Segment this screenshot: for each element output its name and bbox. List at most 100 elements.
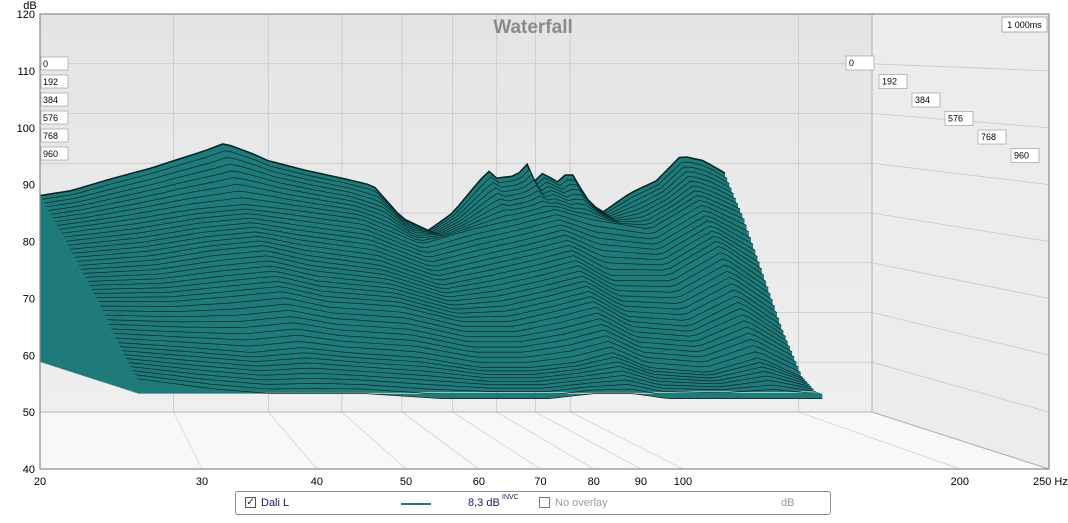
x-tick-label: 20 [34, 476, 46, 488]
waterfall-slice-line [107, 316, 793, 353]
trace-name[interactable]: Dali L [261, 497, 290, 509]
y-tick-label: 110 [17, 66, 35, 78]
y-tick-label: 50 [23, 407, 35, 419]
unit-label: dB [781, 497, 795, 509]
legend-bar: ✓ Dali L 8,3 dB INVC No overlay dB [235, 491, 831, 515]
waterfall-slice-fill [137, 378, 823, 399]
y-tick-label: 120 [17, 9, 35, 21]
time-axis-box [1001, 16, 1048, 33]
time-tag-left-box [40, 92, 69, 107]
waterfall-slice-line [48, 170, 734, 234]
grid-line-y-side [871, 162, 1050, 186]
trace-line-swatch [401, 503, 431, 505]
waterfall-slice-line [83, 255, 769, 294]
waterfall-slice-line [74, 235, 760, 276]
waterfall-slice-line [52, 183, 739, 236]
waterfall-slice-line [130, 366, 816, 392]
waterfall-slice-line [119, 346, 806, 381]
waterfall-slice-line [44, 157, 730, 233]
x-tick-label: 60 [473, 476, 485, 488]
y-tick-label: 90 [23, 180, 35, 192]
waterfall-slice-line [113, 333, 799, 368]
waterfall-slice-line [40, 143, 726, 232]
time-axis-label: 1 000ms [1007, 20, 1042, 30]
time-tag-left: 384 [43, 95, 58, 105]
grid-line-y-side [871, 262, 1050, 299]
time-tag-right: 960 [1014, 151, 1029, 161]
x-tick-label: 50 [400, 476, 412, 488]
grid-line-x-floor [173, 411, 203, 470]
time-tag-right-box [878, 74, 908, 89]
waterfall-slice-line [122, 350, 808, 383]
y-axis-unit: dB [23, 0, 36, 12]
grid-line-y-side [871, 312, 1050, 356]
grid-line-x-floor [401, 411, 480, 470]
time-tag-right-box [845, 55, 875, 71]
overlay-checkbox[interactable] [539, 497, 550, 508]
side-wall [872, 14, 1049, 469]
y-tick-label: 100 [17, 123, 35, 135]
waterfall-slice-line [61, 205, 747, 249]
grid-line-x-floor [341, 411, 407, 470]
grid-line-x-floor [798, 411, 960, 470]
y-tick-label: 40 [23, 464, 35, 476]
overlay-label[interactable]: No overlay [555, 497, 608, 509]
grid-line-x-floor [452, 411, 541, 470]
plot-border [39, 13, 1050, 470]
time-tag-left: 768 [43, 131, 58, 141]
waterfall-slice-line [76, 240, 762, 281]
grid-line-x-floor [268, 411, 318, 470]
waterfall-slice-line [89, 270, 775, 307]
x-tick-label: 250 Hz [1033, 476, 1068, 488]
waterfall-slice-line [50, 177, 736, 235]
waterfall-slice-line [68, 220, 754, 262]
time-tag-right: 384 [915, 95, 930, 105]
grid-line-y-side [871, 63, 1050, 72]
waterfall-slice-line [100, 297, 786, 337]
grid-line-y-side [871, 361, 1050, 413]
time-tag-left-box [40, 56, 69, 71]
waterfall-slice-line [102, 303, 788, 342]
x-tick-label: 80 [588, 476, 600, 488]
waterfall-slice-line [115, 337, 801, 373]
waterfall-slice-line [124, 354, 810, 385]
y-tick-label: 60 [23, 350, 35, 362]
time-tag-left-box [40, 110, 69, 125]
waterfall-slice-line [96, 286, 782, 326]
waterfall-slice-line [132, 370, 819, 395]
waterfall-slice-line [111, 328, 797, 363]
time-tag-right-box [1010, 148, 1040, 163]
time-tag-left: 960 [43, 149, 58, 159]
x-tick-label: 200 [951, 476, 969, 488]
waterfall-slice-line [57, 195, 743, 241]
y-tick-label: 70 [23, 293, 35, 305]
waterfall-slice-line [55, 190, 741, 239]
waterfall-slice-line [94, 281, 780, 320]
time-tag-right: 192 [882, 77, 897, 87]
time-tag-left-box [40, 74, 69, 89]
x-tick-label: 100 [674, 476, 692, 488]
smoothing-value: 8,3 dB [468, 497, 500, 509]
waterfall-slice-line [137, 378, 823, 399]
waterfall-slice-line [117, 342, 804, 378]
time-tag-left: 0 [43, 59, 48, 69]
time-tag-left-box [40, 128, 69, 143]
axis-ticks: 40 50 60 70 80 90 100 110 120 20 30 40 50 60 70 80 90 100… [17, 9, 1068, 488]
x-tick-label: 90 [635, 476, 647, 488]
trace-checkbox[interactable]: ✓ [245, 497, 256, 508]
time-tag-right-box [944, 111, 974, 126]
waterfall-slice-line [46, 163, 732, 233]
time-tag-left: 192 [43, 77, 58, 87]
waterfall-slice-line [81, 250, 767, 290]
waterfall-slice-line [128, 362, 814, 390]
x-tick-label: 70 [534, 476, 546, 488]
grid-line-x-floor [496, 411, 595, 470]
grid-line-x-floor [569, 411, 684, 470]
waterfall-slice-line [126, 358, 812, 388]
time-tag-right: 768 [981, 132, 996, 142]
waterfall-slice-line [85, 260, 771, 298]
time-tag-right: 0 [849, 58, 854, 68]
waterfall-slice-line [104, 309, 791, 347]
waterfall-slice-line [70, 225, 756, 267]
